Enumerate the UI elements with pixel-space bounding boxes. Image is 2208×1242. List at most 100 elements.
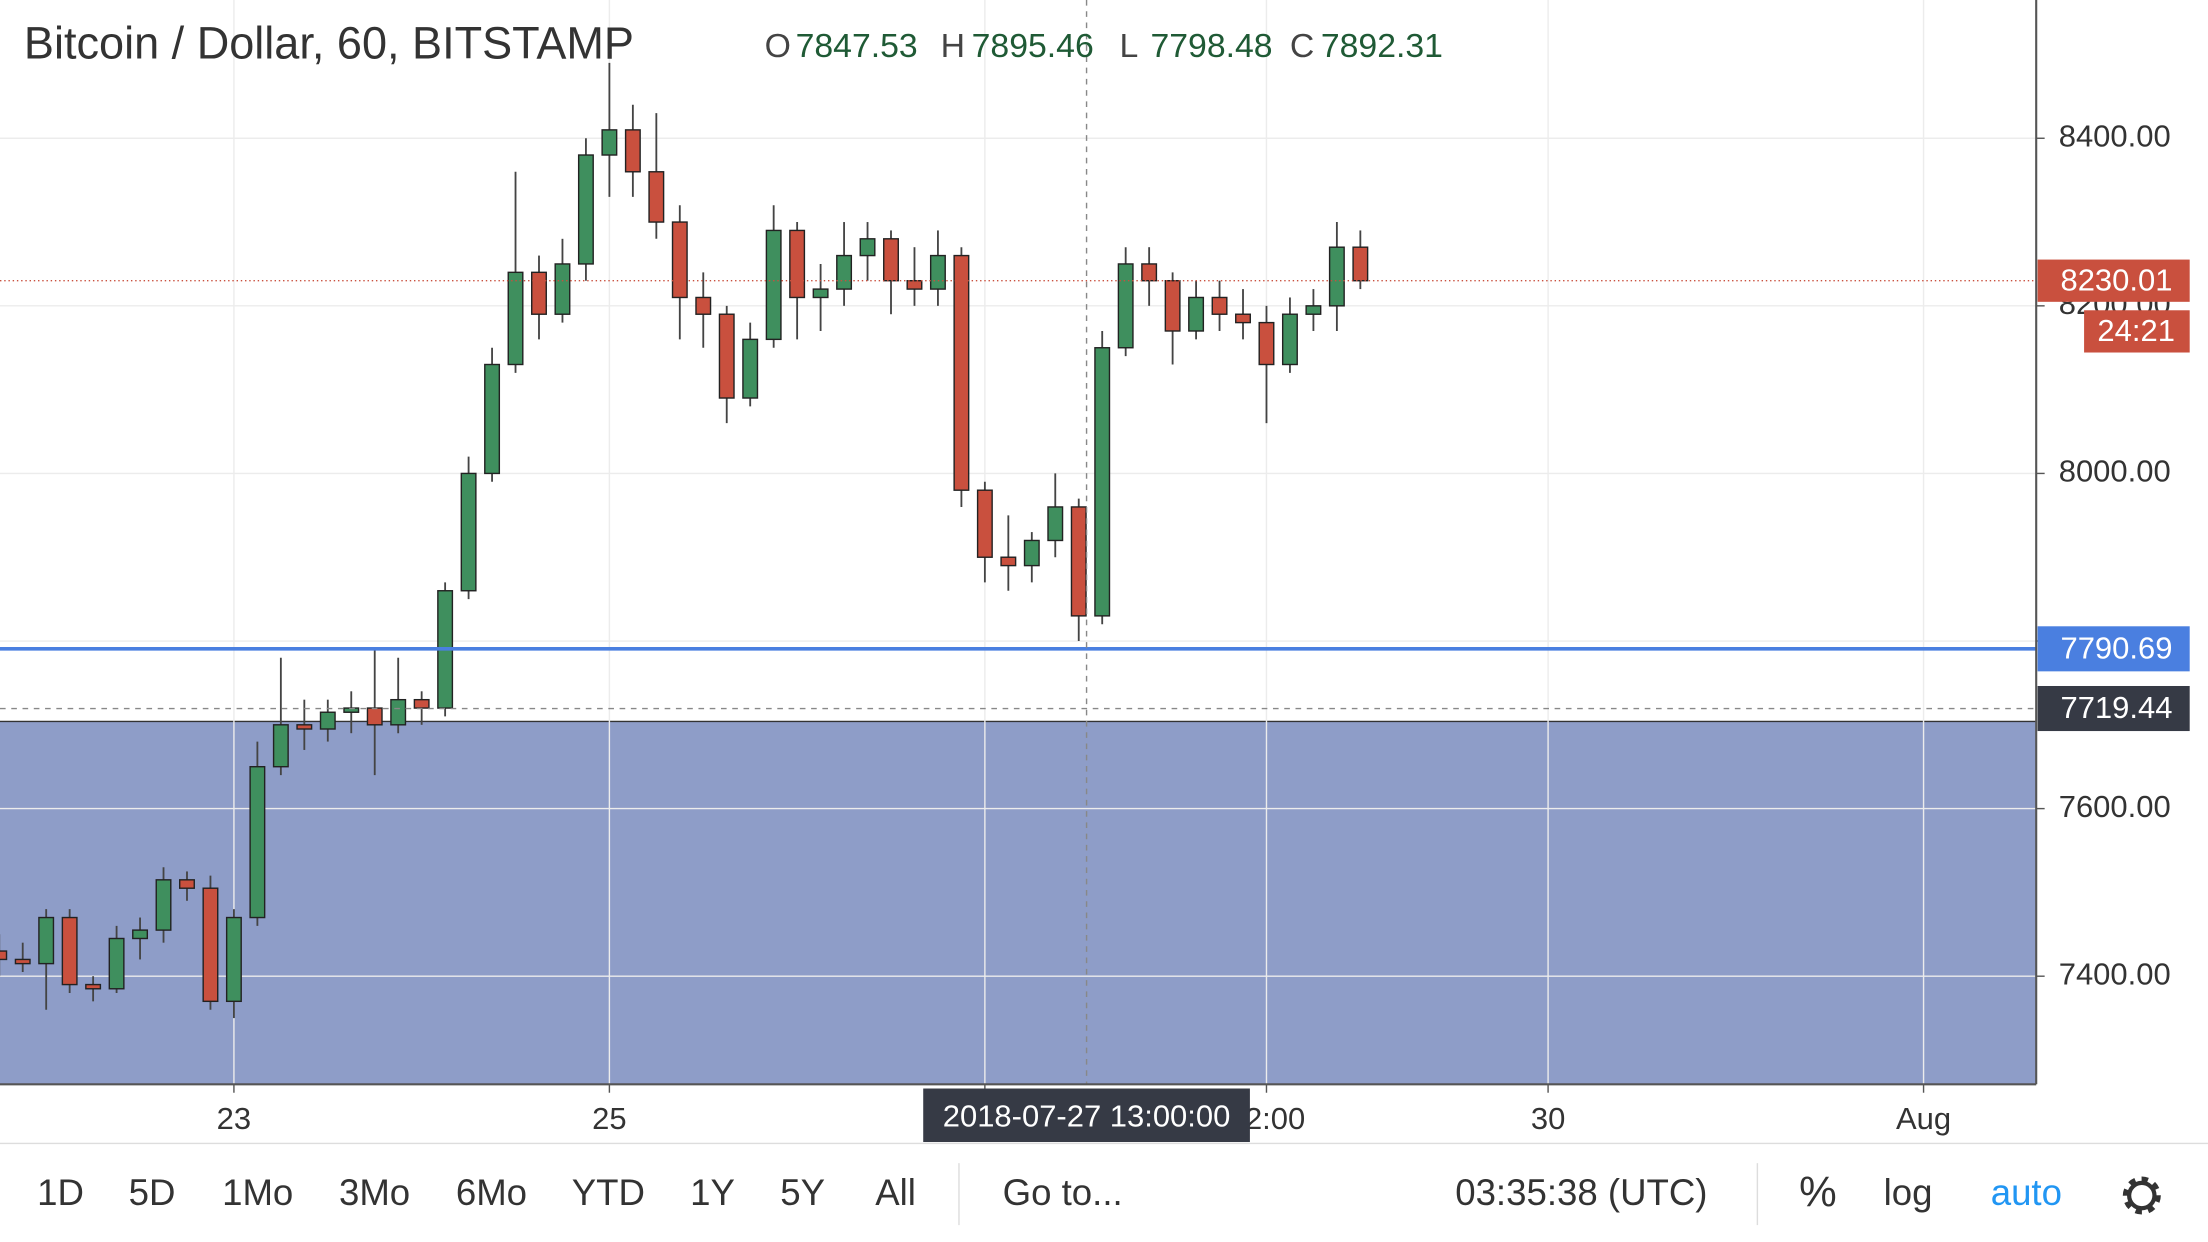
candle-body <box>671 221 688 299</box>
candle-body <box>38 916 55 965</box>
x-tick-label: 30 <box>1531 1101 1565 1136</box>
candle-body <box>1000 556 1017 567</box>
candle-body <box>648 171 665 223</box>
candle-body <box>953 254 970 491</box>
candle-body <box>742 338 759 399</box>
range-button[interactable]: 5Y <box>780 1172 825 1213</box>
gear-teeth <box>2122 1176 2161 1215</box>
candle-body <box>1023 539 1040 567</box>
candle-body <box>61 916 78 986</box>
range-button[interactable]: 3Mo <box>339 1172 410 1213</box>
candle-body <box>601 129 618 156</box>
candle-body <box>1305 305 1322 315</box>
last-price-tag <box>2037 259 2190 302</box>
range-button[interactable]: 5D <box>129 1172 176 1213</box>
candle-body <box>272 724 289 768</box>
goto-button[interactable]: Go to... <box>1003 1172 1123 1213</box>
crosshair-price-tag <box>2037 685 2190 732</box>
gear-hole <box>2136 1189 2148 1202</box>
ohlc-value: 7895.46 <box>972 27 1094 65</box>
shaded-zone <box>0 721 2037 1085</box>
x-tick-label: 25 <box>592 1101 626 1136</box>
range-button[interactable]: All <box>875 1172 916 1213</box>
y-tick-label: 7600.00 <box>2059 789 2171 824</box>
candle-body <box>1211 296 1228 315</box>
candle-body <box>695 296 712 315</box>
candle-body <box>906 280 923 290</box>
x-tick-label: Aug <box>1896 1101 1951 1136</box>
candle-body <box>1094 347 1111 617</box>
crosshair-time-tag <box>923 1088 1250 1143</box>
candle-body <box>624 129 641 173</box>
candle-body <box>296 724 313 730</box>
y-tick-label: 7400.00 <box>2059 956 2171 991</box>
candle-body <box>179 879 195 889</box>
candle-body <box>1070 506 1087 617</box>
gear-ring <box>2127 1180 2157 1211</box>
y-tick-label: 8400.00 <box>2059 118 2171 153</box>
symbol-title: Bitcoin / Dollar, 60, BITSTAMP <box>24 17 634 68</box>
candle-body <box>1328 246 1345 307</box>
candle-body <box>836 254 853 290</box>
clock[interactable]: 03:35:38 (UTC) <box>1455 1172 1707 1213</box>
candle-body <box>789 229 806 299</box>
candle-body <box>1235 313 1251 324</box>
candle-body <box>319 711 336 730</box>
candle-body <box>366 707 383 726</box>
countdown-label: 24:21 <box>2097 313 2175 348</box>
candle-body <box>1281 313 1298 366</box>
settings-icon[interactable] <box>2122 1176 2161 1215</box>
range-button[interactable]: 1Y <box>690 1172 735 1213</box>
ohlc-letter: C <box>1290 27 1314 65</box>
log-toggle[interactable]: log <box>1884 1172 1933 1213</box>
candle-body <box>976 489 993 558</box>
crosshair-time-label: 2018-07-27 13:00:00 <box>943 1098 1231 1133</box>
candle-body <box>1164 280 1181 332</box>
ohlc-value: 7798.48 <box>1150 27 1272 65</box>
candle-body <box>390 698 407 726</box>
candle-body <box>484 363 501 475</box>
auto-toggle[interactable]: auto <box>1991 1172 2062 1213</box>
candle-body <box>718 313 735 399</box>
candle-body <box>85 983 102 990</box>
candle-body <box>765 229 782 341</box>
candle-body <box>413 698 430 709</box>
candle-body <box>883 238 899 282</box>
plot-area <box>0 0 2037 1085</box>
candle-body <box>1258 321 1275 366</box>
candle-body <box>531 271 547 315</box>
countdown-tag <box>2084 310 2190 353</box>
ohlc-letter: H <box>941 27 965 65</box>
candle-body <box>14 958 31 965</box>
candle-body <box>202 887 219 1003</box>
candle-body <box>132 929 149 940</box>
candle-body <box>1188 296 1205 332</box>
percent-toggle[interactable]: % <box>1799 1169 1837 1216</box>
range-button[interactable]: 1Mo <box>222 1172 293 1213</box>
range-button[interactable]: 1D <box>37 1172 84 1213</box>
candle-body <box>1141 263 1158 282</box>
candle-body <box>554 263 571 315</box>
candle-body <box>1047 506 1064 542</box>
last-price-label: 8230.01 <box>2060 262 2172 297</box>
candle-body <box>1352 246 1369 282</box>
candle-body <box>460 472 477 592</box>
candle-body <box>0 950 8 961</box>
candle-body <box>249 766 266 919</box>
candle-body <box>507 271 524 366</box>
range-button[interactable]: YTD <box>572 1172 645 1213</box>
crosshair-price-label: 7719.44 <box>2060 690 2172 725</box>
candle-body <box>225 916 242 1003</box>
ohlc-value: 7847.53 <box>796 27 918 65</box>
range-button[interactable]: 6Mo <box>456 1172 527 1213</box>
y-tick-label: 8000.00 <box>2059 454 2171 489</box>
ohlc-letter: L <box>1119 27 1138 65</box>
ohlc-value: 7892.31 <box>1321 27 1443 65</box>
candle-body <box>155 879 172 931</box>
alert-tag <box>2037 626 2190 672</box>
alert-label: 7790.69 <box>2060 630 2172 665</box>
candle-body <box>1117 263 1134 349</box>
candle-body <box>577 154 594 265</box>
ohlc-letter: O <box>765 27 791 65</box>
